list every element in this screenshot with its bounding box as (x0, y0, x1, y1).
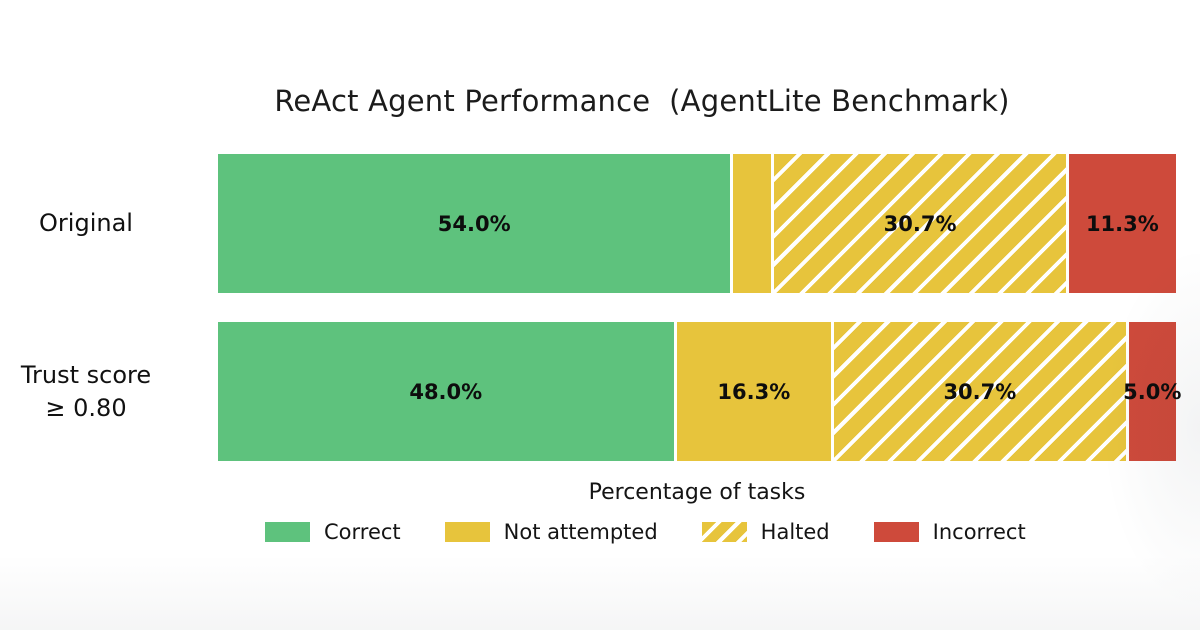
bar-segment-not-attempted: 16.3% (676, 322, 832, 461)
legend: Correct Not attempted Halted Incorrect (265, 520, 1026, 544)
bar-segment-correct: 54.0% (218, 154, 731, 293)
legend-swatch-incorrect-icon (873, 522, 919, 542)
bar-segment-incorrect: 5.0% (1123, 322, 1181, 461)
bar-row-trust-score: 48.0% 16.3% 30.7% 5.0% (218, 322, 1181, 461)
legend-label-correct: Correct (324, 520, 401, 544)
legend-item-halted: Halted (701, 520, 830, 544)
legend-label-not-attempted: Not attempted (503, 520, 658, 544)
chart-title: ReAct Agent Performance (AgentLite Bench… (274, 84, 1010, 118)
bar-segment-halted: 30.7% (774, 154, 1066, 293)
legend-item-not-attempted: Not attempted (444, 520, 658, 544)
bar-segment-value-label: 30.7% (883, 211, 957, 236)
legend-swatch-correct-icon (265, 522, 310, 542)
x-axis-label: Percentage of tasks (588, 480, 806, 505)
legend-swatch-not-attempted-icon (444, 522, 490, 542)
bar-segment-not-attempted (733, 154, 772, 293)
legend-label-halted: Halted (760, 520, 830, 544)
bar-segment-value-label: 54.0% (437, 211, 511, 236)
bar-segment-value-label: 11.3% (1085, 211, 1159, 236)
legend-label-incorrect: Incorrect (932, 520, 1026, 544)
legend-item-correct: Correct (265, 520, 401, 544)
bar-segment-value-label: 30.7% (943, 379, 1017, 404)
bar-segment-value-label: 48.0% (409, 379, 483, 404)
bar-segment-value-label: 16.3% (717, 379, 791, 404)
bar-segment-halted: 30.7% (834, 322, 1126, 461)
category-label-trust-score: Trust score ≥ 0.80 (20, 361, 152, 422)
legend-item-incorrect: Incorrect (873, 520, 1026, 544)
legend-swatch-halted-icon (701, 522, 747, 542)
bar-row-original: 54.0% 30.7% 11.3% (218, 154, 1176, 293)
bar-segment-correct: 48.0% (218, 322, 674, 461)
bar-segment-incorrect: 11.3% (1068, 154, 1176, 293)
bar-segment-value-label: 5.0% (1123, 379, 1182, 404)
category-label-original: Original (39, 209, 133, 238)
